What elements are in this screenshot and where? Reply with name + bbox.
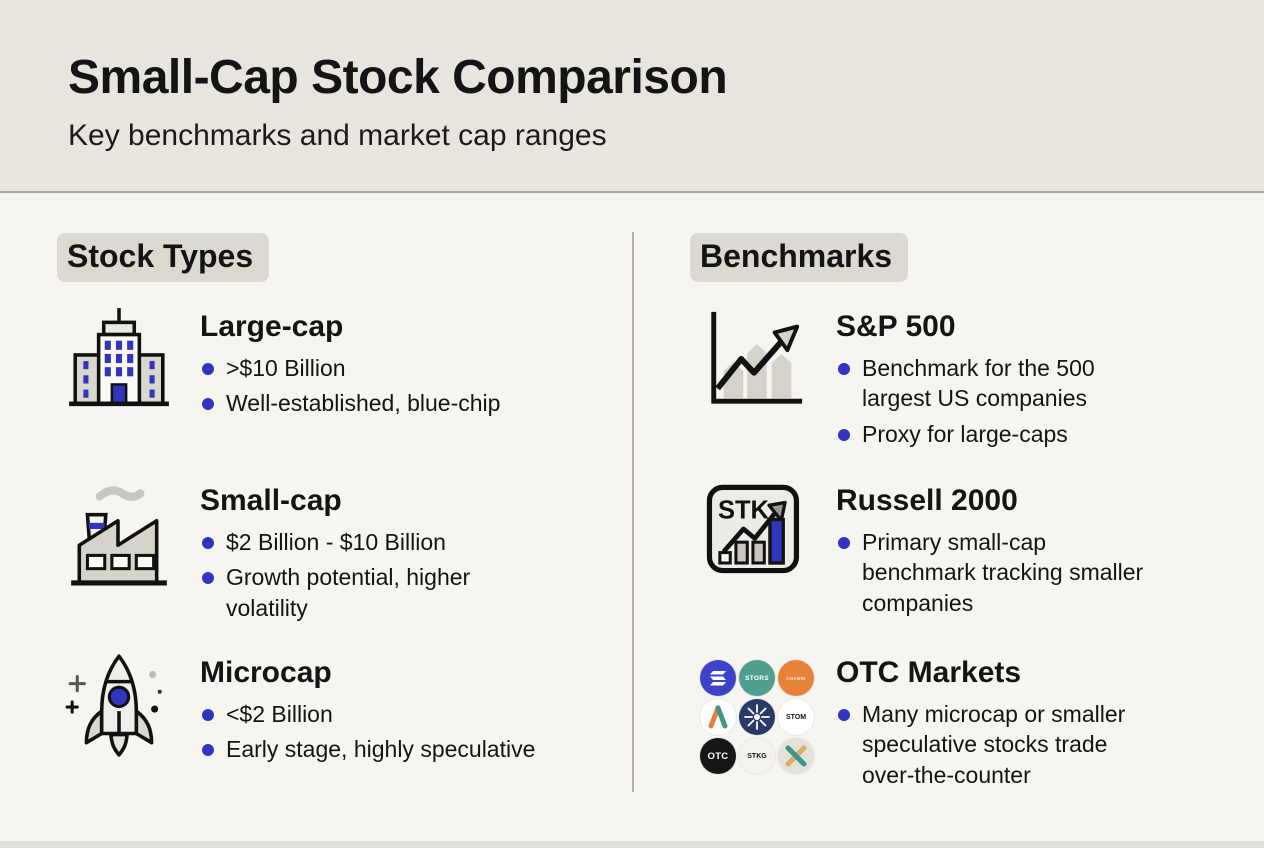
item-microcap: Microcap <$2 Billion Early stage, highly… bbox=[55, 648, 535, 770]
microcap-text: Microcap <$2 Billion Early stage, highly… bbox=[200, 648, 535, 770]
section-label-benchmarks: Benchmarks bbox=[690, 233, 909, 282]
burst-logo bbox=[739, 699, 775, 735]
otc-logo-grid-inner: STORS CNAMIN bbox=[700, 660, 814, 774]
bullet-dot bbox=[838, 536, 850, 549]
page-subtitle: Key benchmarks and market cap ranges bbox=[68, 119, 607, 152]
item-otc-markets: STORS CNAMIN bbox=[694, 648, 1162, 795]
stk-chart-icon: STK bbox=[694, 476, 836, 580]
small-cap-text: Small-cap $2 Billion - $10 Billion Growt… bbox=[200, 476, 546, 628]
bullet-list: Benchmark for the 500 largest US compani… bbox=[836, 353, 1162, 450]
bullet-item: $2 Billion - $10 Billion bbox=[200, 527, 546, 558]
column-divider bbox=[632, 232, 634, 792]
rocket-icon bbox=[55, 648, 200, 760]
bullet-item: Benchmark for the 500 largest US compani… bbox=[836, 353, 1162, 414]
otc-text: OTC Markets Many microcap or smaller spe… bbox=[836, 648, 1162, 795]
item-large-cap: Large-cap >$10 Billion Well-established,… bbox=[55, 302, 500, 424]
bullet-item: >$10 Billion bbox=[200, 353, 500, 384]
item-russell-2000: STK Russell 2000 Primary small-cap bench… bbox=[694, 476, 1162, 623]
header: Small-Cap Stock Comparison Key benchmark… bbox=[0, 0, 1264, 193]
bullet-item: Proxy for large-caps bbox=[836, 419, 1162, 450]
stom-logo: STOM bbox=[778, 699, 814, 735]
item-title: Microcap bbox=[200, 656, 332, 689]
large-cap-text: Large-cap >$10 Billion Well-established,… bbox=[200, 302, 500, 424]
bullet-dot bbox=[838, 428, 850, 441]
sp500-text: S&P 500 Benchmark for the 500 largest US… bbox=[836, 302, 1162, 454]
item-small-cap: Small-cap $2 Billion - $10 Billion Growt… bbox=[55, 476, 546, 628]
bullet-dot bbox=[202, 572, 214, 585]
stors-logo: STORS bbox=[739, 660, 775, 696]
page-title: Small-Cap Stock Comparison bbox=[68, 51, 728, 104]
otc-logo: OTC bbox=[700, 738, 736, 774]
item-title: Small-cap bbox=[200, 484, 342, 517]
building-icon bbox=[55, 302, 200, 414]
bullet-dot bbox=[202, 398, 214, 411]
bullet-dot bbox=[838, 362, 850, 375]
factory-icon bbox=[55, 476, 200, 588]
bullet-list: $2 Billion - $10 Billion Growth potentia… bbox=[200, 527, 546, 624]
bullet-item: <$2 Billion bbox=[200, 699, 535, 730]
bullet-dot bbox=[838, 708, 850, 721]
bullet-item: Early stage, highly speculative bbox=[200, 734, 535, 765]
solana-logo bbox=[700, 660, 736, 696]
bullet-list: Many microcap or smaller speculative sto… bbox=[836, 699, 1162, 791]
stkg-logo: STKG bbox=[739, 738, 775, 774]
section-label-stock-types: Stock Types bbox=[57, 233, 270, 282]
bullet-list: <$2 Billion Early stage, highly speculat… bbox=[200, 699, 535, 765]
item-title: OTC Markets bbox=[836, 656, 1022, 689]
bullet-list: Primary small-cap benchmark tracking sma… bbox=[836, 527, 1162, 619]
bullet-item: Well-established, blue-chip bbox=[200, 388, 500, 419]
bullet-item: Many microcap or smaller speculative sto… bbox=[836, 699, 1162, 791]
bullet-dot bbox=[202, 708, 214, 721]
bullet-dot bbox=[202, 362, 214, 375]
bullet-dot bbox=[202, 744, 214, 757]
a-logo bbox=[700, 699, 736, 735]
x-logo bbox=[778, 738, 814, 774]
bullet-item: Primary small-cap benchmark tracking sma… bbox=[836, 527, 1162, 619]
svg-text:STK: STK bbox=[718, 497, 770, 525]
bullet-dot bbox=[202, 536, 214, 549]
item-title: Large-cap bbox=[200, 310, 344, 343]
russell-text: Russell 2000 Primary small-cap benchmark… bbox=[836, 476, 1162, 623]
item-title: Russell 2000 bbox=[836, 484, 1018, 517]
item-sp500: S&P 500 Benchmark for the 500 largest US… bbox=[694, 302, 1162, 454]
bottom-edge bbox=[0, 841, 1264, 848]
cnamin-logo: CNAMIN bbox=[778, 660, 814, 696]
bullet-item: Growth potential, higher volatility bbox=[200, 562, 546, 623]
item-title: S&P 500 bbox=[836, 310, 956, 343]
bullet-list: >$10 Billion Well-established, blue-chip bbox=[200, 353, 500, 419]
growth-chart-icon bbox=[694, 302, 836, 414]
otc-logo-grid: STORS CNAMIN bbox=[694, 648, 836, 774]
